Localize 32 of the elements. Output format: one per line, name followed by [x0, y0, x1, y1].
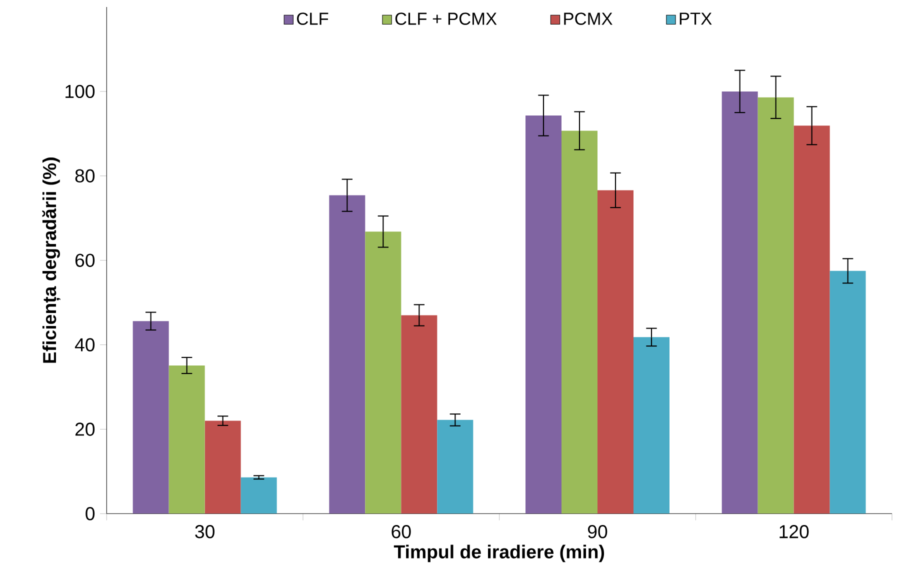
- y-tick-label: 40: [74, 338, 95, 352]
- legend-label: PTX: [680, 12, 712, 25]
- y-axis-title: Eficiența degradării (%): [42, 158, 60, 363]
- bar: [722, 91, 758, 514]
- bar: [365, 232, 402, 514]
- bar: [830, 270, 866, 514]
- bar: [329, 195, 366, 514]
- x-tick-label: 60: [392, 525, 411, 538]
- bar: [794, 126, 830, 514]
- bar: [562, 130, 598, 514]
- y-tick-label: 100: [66, 84, 95, 98]
- bar: [240, 477, 277, 514]
- bar: [525, 116, 562, 514]
- y-tick-label: 80: [75, 169, 95, 183]
- x-axis-title: Timpul de iradiere (min): [394, 544, 604, 562]
- x-tick-label: 90: [588, 525, 608, 538]
- legend-label: CLF + PCMX: [395, 12, 497, 25]
- bar: [401, 315, 438, 514]
- y-tick-label: 60: [75, 254, 95, 267]
- legend-label: PCMX: [564, 12, 612, 25]
- legend-label: CLF: [297, 12, 328, 25]
- bar: [598, 190, 634, 514]
- bar: [168, 365, 205, 514]
- bar: [634, 337, 670, 514]
- bar: [132, 321, 169, 514]
- x-tick-label: 30: [195, 525, 214, 538]
- bar: [204, 420, 241, 514]
- x-tick-label: 120: [780, 525, 809, 538]
- bar: [437, 420, 474, 514]
- bar: [758, 97, 794, 514]
- y-tick-label: 0: [86, 507, 95, 520]
- y-tick-label: 20: [75, 422, 95, 436]
